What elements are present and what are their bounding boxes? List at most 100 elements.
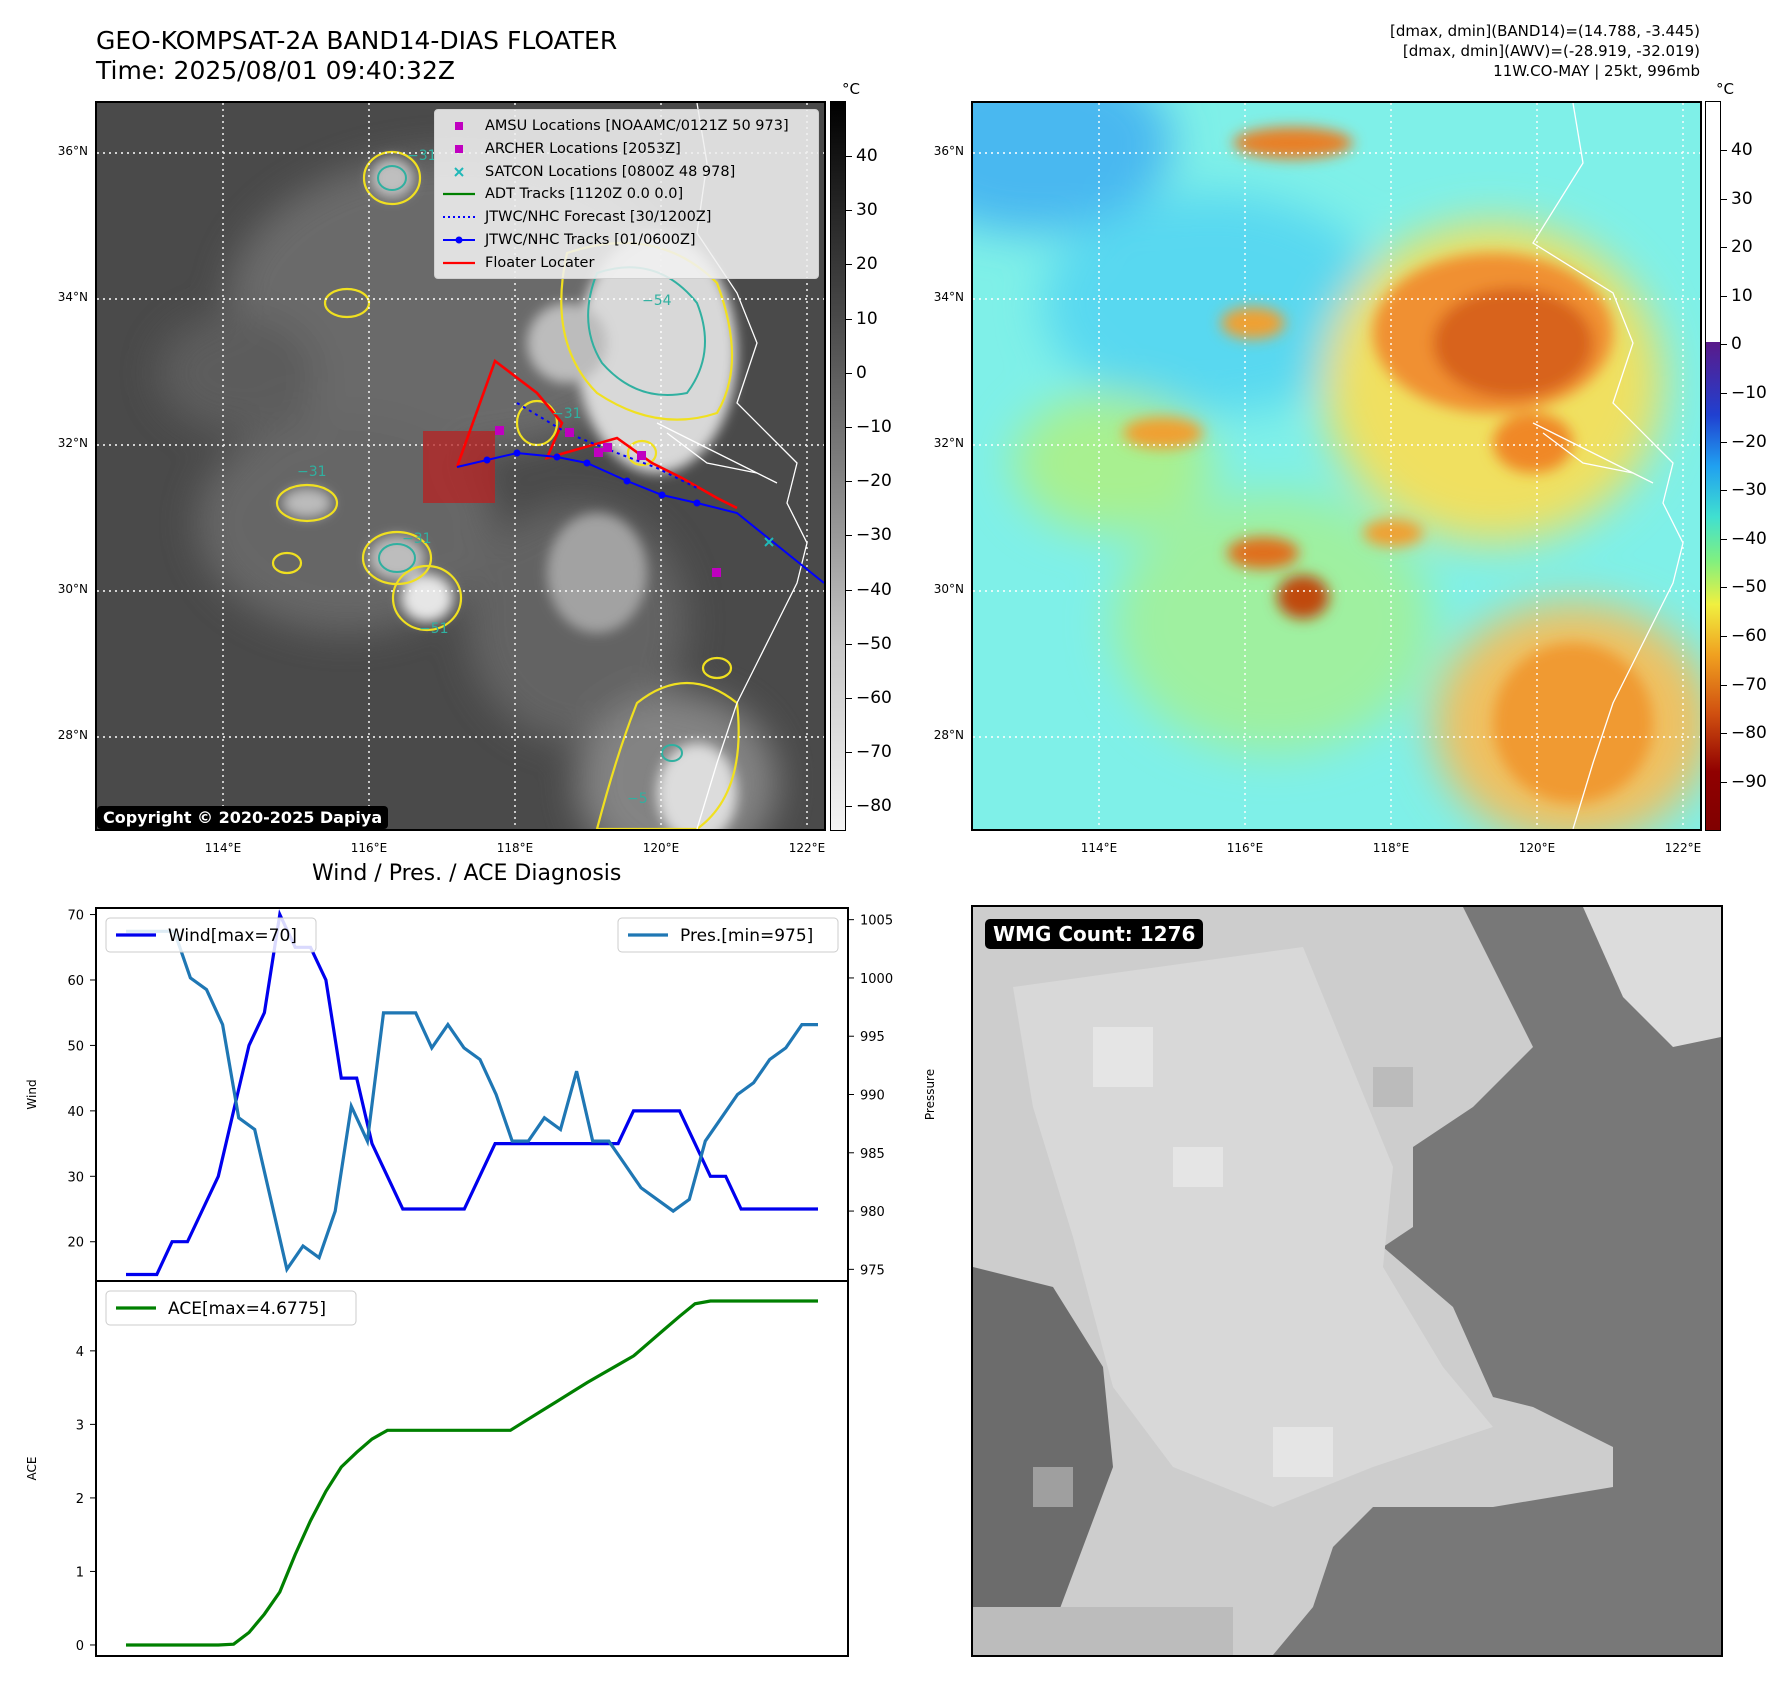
lon-label: 120°E — [1519, 841, 1556, 855]
colorbar-tick-label: −40 — [1731, 528, 1767, 549]
y-tick-label: 50 — [67, 1039, 84, 1054]
legend-label: JTWC/NHC Forecast [30/1200Z] — [485, 209, 712, 226]
wmg-image — [973, 907, 1721, 1655]
lat-label: 32°N — [934, 436, 964, 450]
map-legend: AMSU Locations [NOAAMC/0121Z 50 973] ARCH… — [434, 109, 819, 279]
colorbar-right — [1705, 101, 1721, 831]
lat-label: 34°N — [934, 290, 964, 304]
colorbar-tick-label: 40 — [856, 146, 878, 166]
legend-entry: ADT Tracks [1120Z 0.0 0.0] — [441, 184, 683, 204]
colorbar-tick-mark — [846, 372, 852, 374]
colorbar-tick-mark — [1721, 684, 1727, 686]
amsu-archer-points — [495, 426, 721, 577]
wmg-panel: WMG Count: 1276 — [971, 905, 1723, 1657]
lat-label: 30°N — [934, 582, 964, 596]
contour-label: −31 — [407, 148, 437, 164]
legend-label: Pres.[min=975] — [680, 926, 813, 946]
lon-label: 114°E — [1081, 841, 1118, 855]
diagnosis-title: Wind / Pres. / ACE Diagnosis — [312, 861, 622, 886]
wind-pressure-panel: 20 30 40 50 60 70 Wind 975 980 985 990 995 1000 1005 P… — [25, 907, 937, 1282]
colorbar-tick-mark — [846, 156, 852, 157]
legend-entry: JTWC/NHC Forecast [30/1200Z] — [441, 207, 711, 227]
lon-label: 120°E — [643, 841, 680, 855]
colorbar-tick-mark — [1721, 781, 1727, 783]
colorbar-tick-label: −60 — [1731, 626, 1767, 646]
colorbar-tick-label: 30 — [856, 200, 878, 221]
stats-storm: 11W.CO-MAY | 25kt, 996mb — [1493, 62, 1700, 80]
wmg-count-badge: WMG Count: 1276 — [985, 919, 1204, 949]
series-line-ace — [126, 1299, 818, 1647]
y-tick-label: 2 — [76, 1492, 84, 1507]
lon-label: 122°E — [1665, 841, 1702, 855]
colorbar-tick-mark — [846, 481, 852, 483]
legend-label: ARCHER Locations [2053Z] — [485, 140, 681, 157]
lat-label: 28°N — [58, 728, 88, 742]
y2-tick-label: 985 — [860, 1147, 885, 1162]
axis-labels-upper: 36°N 34°N 32°N 30°N 28°N 114°E 116°E 118… — [58, 144, 1702, 855]
colorbar-tick-label: −10 — [856, 417, 892, 437]
y-tick-label: 0 — [76, 1639, 84, 1654]
colorbar-left — [830, 101, 846, 831]
forecast-line — [516, 402, 698, 489]
colorbar-tick-label: −10 — [1731, 383, 1767, 403]
ir-map-left: −54 −31 −31 −31 −31 −51 −5 AMSU Location… — [95, 101, 826, 831]
y-tick-label: 40 — [67, 1105, 84, 1120]
colorbar-tick-label: −70 — [1731, 674, 1767, 695]
colorbar-tick-label: −30 — [856, 525, 892, 546]
colorbar-tick-mark — [1721, 150, 1727, 151]
series-line-pressure — [126, 929, 818, 1274]
diagnosis-chart: 203040506070Wind97598098599099510001005P… — [25, 907, 937, 1657]
lat-label: 36°N — [58, 144, 88, 158]
contour-labels: −54 −31 −31 −31 −31 −51 −5 — [297, 148, 672, 807]
awv-map-canvas — [973, 103, 1700, 829]
colorbar-tick-mark — [1721, 344, 1727, 346]
y2-tick-label: 1005 — [860, 914, 893, 929]
lat-labels-right: 36°N 34°N 32°N 30°N 28°N — [934, 144, 964, 742]
contour-label: −31 — [297, 464, 327, 480]
legend-label: ACE[max=4.6775] — [168, 1299, 326, 1319]
contour-label: −31 — [552, 406, 582, 422]
legend-entry: Floater Locater — [441, 253, 594, 273]
y2-tick-label: 980 — [860, 1205, 885, 1220]
figure-title: GEO-KOMPSAT-2A BAND14-DIAS FLOATER — [96, 26, 618, 55]
legend-entry: ARCHER Locations [2053Z] — [441, 139, 681, 159]
contour-label: −54 — [642, 293, 672, 309]
colorbar-tick-label: −50 — [1731, 577, 1767, 598]
series-line-wind — [126, 909, 818, 1277]
legend-swatch — [455, 144, 463, 153]
lat-labels-left: 36°N 34°N 32°N 30°N 28°N — [58, 144, 88, 742]
lon-labels-left: 114°E 116°E 118°E 120°E 122°E — [205, 841, 826, 855]
track-points — [483, 449, 701, 507]
figure-timestamp: Time: 2025/08/01 09:40:32Z — [96, 56, 455, 85]
contour-label: −51 — [419, 621, 449, 637]
legend-swatch — [443, 193, 475, 196]
colorbar-tick-label: −20 — [1731, 431, 1767, 452]
colorbar-tick-mark — [1721, 636, 1727, 637]
track-line — [456, 451, 824, 584]
graticule — [973, 103, 1700, 829]
legend-box — [617, 917, 839, 953]
legend-swatch — [454, 166, 464, 177]
colorbar-tick-mark — [1721, 587, 1727, 589]
colorbar-tick-mark — [1721, 441, 1727, 443]
colorbar-tick-mark — [846, 427, 852, 428]
legend-label: JTWC/NHC Tracks [01/0600Z] — [485, 232, 696, 248]
colorbar-tick-label: −30 — [1731, 480, 1767, 501]
colorbar-tick-label: 0 — [1731, 334, 1742, 355]
legend-swatch — [455, 122, 463, 130]
colorbar-tick-mark — [1721, 733, 1727, 735]
plot-frame — [95, 1280, 849, 1657]
stats-band14: [dmax, dmin](BAND14)=(14.788, -3.445) — [1389, 22, 1700, 40]
y-axis-label: Wind — [25, 1079, 39, 1109]
satcon-points — [764, 537, 774, 547]
y2-tick-label: 995 — [860, 1030, 885, 1045]
lat-label: 28°N — [934, 728, 964, 742]
y-tick-label: 20 — [67, 1236, 84, 1251]
legend-label: Wind[max=70] — [168, 926, 297, 946]
legend-box — [105, 1290, 357, 1326]
legend-swatch — [443, 261, 475, 264]
y-tick-label: 60 — [67, 974, 84, 989]
lon-label: 116°E — [1227, 841, 1264, 855]
colorbar-tick-mark — [846, 752, 852, 754]
colorbar-tick-label: −80 — [856, 796, 892, 817]
